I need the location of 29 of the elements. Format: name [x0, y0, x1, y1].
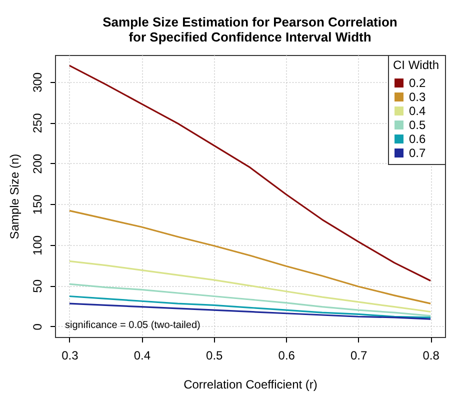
legend-label: 0.6	[409, 132, 426, 146]
line-series	[68, 260, 432, 313]
x-tick-label: 0.4	[134, 348, 151, 362]
x-tick-label: 0.7	[350, 348, 368, 362]
y-tick-label: 150	[30, 194, 44, 215]
legend-label: 0.4	[409, 104, 426, 118]
legend-title: CI Width	[393, 58, 440, 72]
chart-title: Sample Size Estimation for Pearson Correlation for Specified Confidence Interval Width	[102, 14, 398, 44]
y-tick-label: 100	[30, 235, 44, 256]
line-series	[68, 283, 432, 317]
x-tick-label: 0.6	[278, 348, 296, 362]
line-series	[68, 302, 432, 320]
legend-label: 0.7	[409, 146, 426, 160]
y-tick-label: 250	[30, 112, 44, 134]
y-tick-label: 200	[30, 154, 44, 174]
x-tick-label: 0.8	[422, 348, 440, 362]
y-tick-label: 300	[30, 72, 44, 92]
annotation: significance = 0.05 (two-tailed)	[65, 320, 200, 331]
legend-label: 0.3	[409, 90, 426, 104]
y-axis-title: Sample Size (n)	[8, 154, 22, 240]
line-series	[68, 295, 432, 318]
x-tick-label: 0.3	[62, 348, 79, 362]
legend-label: 0.2	[409, 76, 426, 90]
y-tick-label: 50	[30, 279, 44, 293]
legend-label: 0.5	[409, 118, 426, 132]
x-tick-label: 0.5	[206, 348, 224, 362]
line-series	[68, 210, 432, 304]
y-tick-label: 0	[30, 323, 44, 330]
x-axis-title: Correlation Coefficient (r)	[184, 378, 318, 392]
